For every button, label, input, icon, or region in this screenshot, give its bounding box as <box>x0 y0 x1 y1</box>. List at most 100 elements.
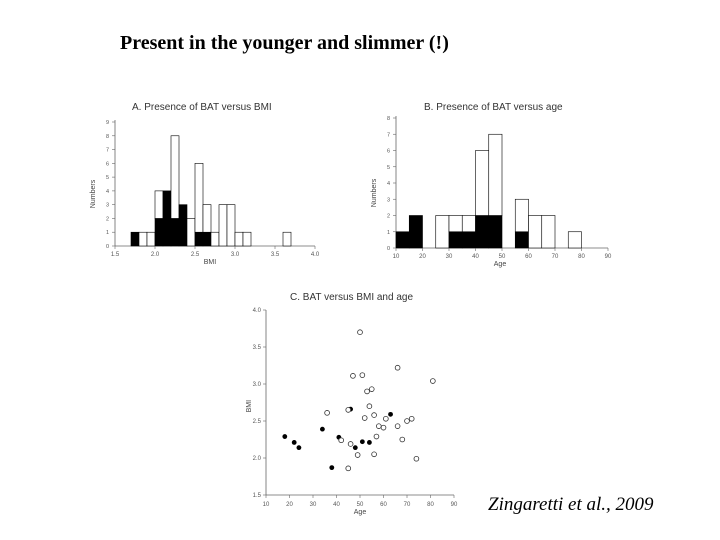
point-open <box>371 412 377 418</box>
bar-open <box>146 231 156 247</box>
x-tick-label: 3.0 <box>231 252 240 258</box>
point-open <box>408 415 415 422</box>
x-tick-label: 2.5 <box>191 252 200 258</box>
y-tick-label: 1 <box>387 230 390 236</box>
bar-open <box>475 150 490 216</box>
point-open <box>361 415 368 421</box>
x-tick-label: 20 <box>286 502 293 508</box>
y-tick-label: 3 <box>106 203 109 209</box>
point-filled <box>352 445 358 451</box>
point-open <box>368 386 375 392</box>
point-open <box>373 433 380 440</box>
x-tick-label: 2.0 <box>151 252 160 258</box>
histogram-bmi: A. Presence of BAT versus BMI 0 1 2 3 4 5 6 7 8 9 1… <box>90 102 320 266</box>
y-tick-label: 1.5 <box>253 493 262 499</box>
x-tick-label: 20 <box>419 254 426 260</box>
point-open <box>354 452 361 458</box>
x-tick-label: 4.0 <box>311 252 320 258</box>
point-open <box>345 465 352 472</box>
y-tick-label: 4.0 <box>253 308 262 314</box>
point-filled <box>388 411 393 417</box>
y-tick-label: 5 <box>106 175 109 181</box>
chart-title: A. Presence of BAT versus BMI <box>132 102 272 113</box>
point-filled <box>296 445 302 451</box>
y-tick-label: 5 <box>387 165 390 171</box>
bar-open <box>282 231 292 247</box>
bar-open <box>488 133 503 216</box>
x-tick-label: 50 <box>357 502 364 508</box>
x-tick-label: 90 <box>451 502 458 508</box>
x-tick-label: 30 <box>310 502 317 508</box>
x-tick-label: 1.5 <box>111 252 120 258</box>
point-open <box>357 329 363 335</box>
x-tick-label: 70 <box>552 254 559 260</box>
y-tick-label: 2.0 <box>253 456 262 462</box>
bar-open <box>242 231 252 247</box>
bar-filled <box>408 215 423 249</box>
x-tick-label: 80 <box>427 502 434 508</box>
bar-open <box>528 215 543 249</box>
point-open <box>394 423 401 429</box>
bar-filled <box>154 218 164 247</box>
point-open <box>413 455 420 462</box>
bar-filled <box>178 204 188 247</box>
x-tick-label: 40 <box>472 254 479 260</box>
bar-filled <box>130 231 140 247</box>
y-tick-label: 4 <box>106 189 109 195</box>
bar-filled <box>162 190 172 247</box>
bar-open <box>194 163 204 233</box>
bar-open <box>186 218 196 247</box>
point-open <box>345 407 352 413</box>
y-tick-label: 4 <box>387 181 390 187</box>
point-open <box>350 373 356 379</box>
point-open <box>380 424 387 431</box>
y-tick-label: 0 <box>106 244 109 250</box>
chart-title: C. BAT versus BMI and age <box>290 292 413 303</box>
point-open <box>371 451 377 458</box>
bar-filled <box>170 218 180 247</box>
point-filled <box>282 434 288 439</box>
point-open <box>324 410 330 416</box>
x-tick-label: 70 <box>404 502 411 508</box>
y-axis-label: Numbers <box>90 179 97 208</box>
bar-filled <box>194 231 204 247</box>
bar-filled <box>448 231 463 249</box>
bar-filled <box>461 231 476 249</box>
x-tick-label: 3.5 <box>271 252 280 258</box>
point-filled <box>367 440 372 445</box>
y-tick-label: 6 <box>106 161 109 167</box>
y-tick-label: 2 <box>106 216 109 222</box>
point-open <box>376 423 382 429</box>
y-tick-label: 8 <box>387 116 390 122</box>
x-tick-label: 10 <box>393 254 400 260</box>
bar-open <box>202 204 212 233</box>
bar-filled <box>488 215 503 249</box>
x-tick-label: 90 <box>605 254 612 260</box>
bar-open <box>541 215 556 249</box>
slide-title: Present in the younger and slimmer (!) <box>120 32 449 54</box>
point-open <box>364 388 370 395</box>
x-tick-label: 40 <box>333 502 340 508</box>
y-tick-label: 0 <box>387 246 390 252</box>
y-tick-label: 8 <box>106 134 109 140</box>
bar-open <box>461 215 476 233</box>
y-tick-label: 1 <box>106 230 109 236</box>
point-open <box>394 364 401 371</box>
point-filled <box>359 439 365 445</box>
point-open <box>404 418 410 424</box>
y-tick-label: 2.5 <box>253 419 262 425</box>
bar-open <box>154 190 164 219</box>
y-tick-label: 3.0 <box>253 382 262 388</box>
bar-open <box>448 215 463 233</box>
point-filled <box>329 465 335 471</box>
x-tick-label: 80 <box>578 254 585 260</box>
point-open <box>366 403 373 409</box>
x-tick-label: 30 <box>446 254 453 260</box>
y-tick-label: 2 <box>387 214 390 220</box>
bar-open <box>567 231 582 249</box>
bar-open <box>514 198 529 233</box>
point-filled <box>320 426 325 432</box>
x-axis-label: Age <box>494 261 507 268</box>
point-open <box>383 415 389 422</box>
bar-filled <box>395 231 410 249</box>
